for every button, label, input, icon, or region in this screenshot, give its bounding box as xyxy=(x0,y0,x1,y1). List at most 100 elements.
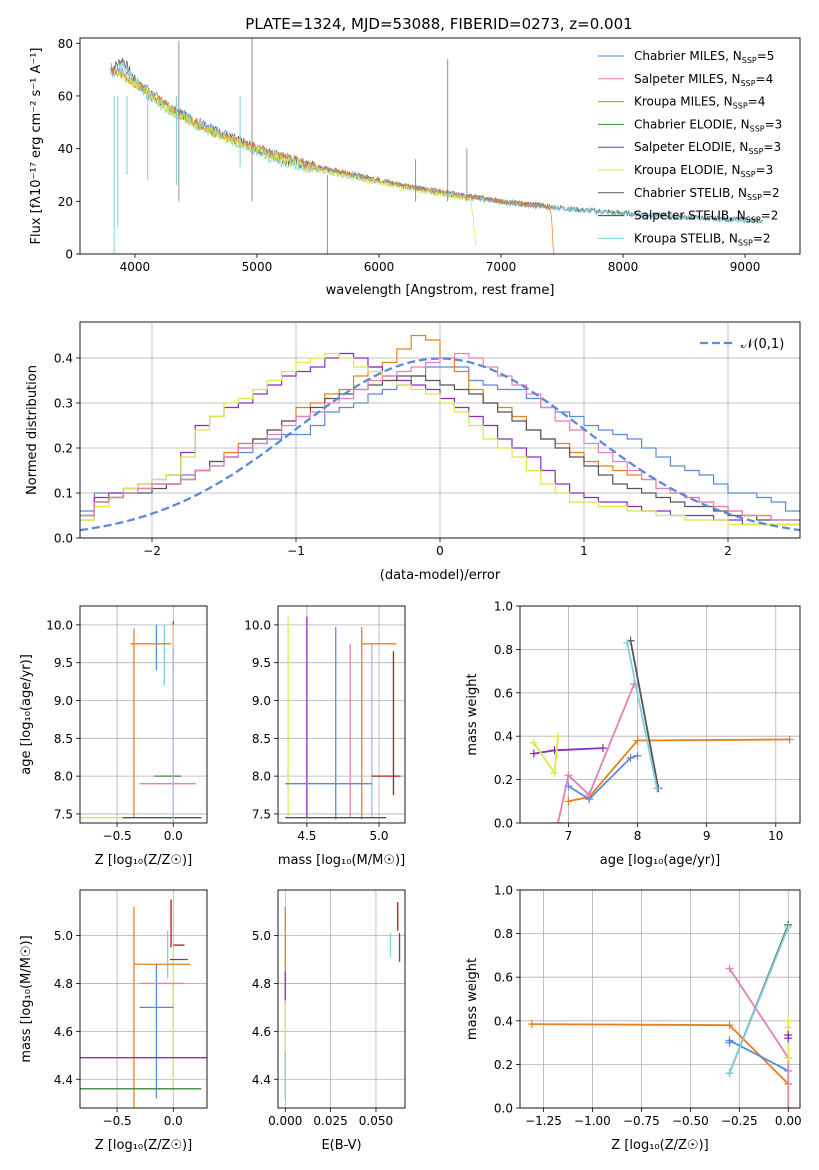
chart-mass-vs-ebv: 0.000 0.025 0.050 4.4 4.6 4.8 5.0 E(B-V) xyxy=(252,889,406,1153)
legend-label: Chabrier ELODIE, NSSP=3 xyxy=(634,117,782,133)
data-point-marker xyxy=(784,1023,793,1032)
x-tick-label: 1 xyxy=(580,544,588,558)
x-axis-label: wavelength [Angstrom, rest frame] xyxy=(326,283,555,298)
data-point-marker xyxy=(784,923,793,932)
data-point-marker xyxy=(564,797,573,806)
y-tick-label: 60 xyxy=(58,89,73,103)
legend-label: Kroupa ELODIE, NSSP=3 xyxy=(634,163,773,179)
x-tick-label: 5000 xyxy=(242,260,273,274)
data-point-marker xyxy=(550,769,559,778)
x-tick-label: −0.5 xyxy=(103,829,132,843)
y-tick-label: 0.2 xyxy=(494,773,513,787)
weight-series xyxy=(568,738,790,803)
y-tick-label: 4.4 xyxy=(252,1073,271,1087)
x-tick-label: 0.0 xyxy=(164,829,183,843)
x-axis-label: Z [log₁₀(Z/Z☉)] xyxy=(95,1138,192,1153)
legend-label: Kroupa STELIB, NSSP=2 xyxy=(634,231,771,247)
axes-frame xyxy=(519,889,801,1109)
x-axis-label: E(B-V) xyxy=(321,1138,361,1153)
data-point-marker xyxy=(725,1021,734,1030)
y-tick-label: 8.0 xyxy=(54,770,73,784)
data-point-marker xyxy=(623,638,632,647)
y-tick-label: 0.0 xyxy=(494,817,513,831)
x-tick-label: −0.75 xyxy=(623,1114,660,1128)
data-point-marker xyxy=(652,784,661,793)
x-tick-label: 0.0 xyxy=(164,1114,183,1128)
weight-series xyxy=(567,754,638,801)
y-tick-label: 4.6 xyxy=(252,1025,271,1039)
y-tick-label: 5.0 xyxy=(54,929,73,943)
legend-label: Salpeter MILES, NSSP=4 xyxy=(634,72,773,88)
y-tick-label: 0.6 xyxy=(494,971,513,985)
x-tick-label: 2 xyxy=(724,544,732,558)
data-point-marker xyxy=(784,1104,793,1108)
data-point-marker xyxy=(784,1034,793,1043)
y-tick-label: 0.3 xyxy=(54,397,73,411)
legend: Chabrier MILES, NSSP=5 Salpeter MILES, NS… xyxy=(598,49,782,247)
y-tick-label: 4.8 xyxy=(252,977,271,991)
y-tick-label: 0.8 xyxy=(494,643,513,657)
gaussian-curve xyxy=(80,357,800,532)
y-tick-label: 9.5 xyxy=(54,656,73,670)
y-axis-label: mass [log₁₀(M/M☉)] xyxy=(19,935,34,1062)
x-tick-label: 0.025 xyxy=(313,1114,347,1128)
y-tick-label: 1.0 xyxy=(494,884,513,898)
x-tick-label: 9 xyxy=(703,829,711,843)
y-tick-label: 8.5 xyxy=(252,732,271,746)
data-point-marker xyxy=(725,1036,734,1045)
data-point-marker xyxy=(785,735,794,744)
x-tick-label: −1.00 xyxy=(574,1114,611,1128)
x-tick-label: −0.50 xyxy=(672,1114,709,1128)
chart-age-vs-Z: −0.5 0.0 7.5 8.0 8.5 9.0 9.5 10.0 Z [log₁₀(Z/Z☉)… xyxy=(19,605,208,868)
x-tick-label: 0 xyxy=(436,544,444,558)
chart-mass-vs-Z: −0.5 0.0 4.4 4.6 4.8 5.0 Z [log₁₀(Z/Z☉)] mass [… xyxy=(19,889,208,1153)
x-tick-label: 8000 xyxy=(608,260,639,274)
x-tick-label: −0.25 xyxy=(721,1114,758,1128)
data-point-marker xyxy=(554,732,563,741)
figure-title: PLATE=1324, MJD=53088, FIBERID=0273, z=0… xyxy=(245,15,632,33)
chart-panels: 4000 5000 6000 7000 8000 9000020406080wavelen… xyxy=(19,37,802,1154)
y-tick-label: 0.0 xyxy=(494,1102,513,1116)
y-tick-label: 7.5 xyxy=(252,807,271,821)
y-tick-label: 0.4 xyxy=(54,352,73,366)
plot-area-mass-vs-ebv xyxy=(284,901,401,1099)
y-tick-label: 0.0 xyxy=(54,532,73,546)
y-axis-label: age [log₁₀(age/yr)] xyxy=(19,654,34,775)
x-axis-label: Z [log₁₀(Z/Z☉)] xyxy=(611,1138,708,1153)
x-tick-label: 0.00 xyxy=(775,1114,802,1128)
weight-series xyxy=(728,926,790,1074)
y-tick-label: 9.0 xyxy=(54,694,73,708)
axes-frame xyxy=(277,889,406,1109)
y-tick-label: 0.4 xyxy=(494,1014,513,1028)
chart-spectrum: 4000 5000 6000 7000 8000 9000 0 20 40 60 80 wavelen… xyxy=(29,37,801,298)
x-tick-label: 4.5 xyxy=(297,829,316,843)
data-point-marker xyxy=(585,790,594,799)
y-tick-label: 80 xyxy=(58,37,73,51)
x-tick-label: 8 xyxy=(634,829,642,843)
data-point-marker xyxy=(598,744,607,753)
legend-label: Chabrier MILES, NSSP=5 xyxy=(634,49,774,65)
data-point-marker xyxy=(529,749,538,758)
x-tick-label: 9000 xyxy=(730,260,761,274)
weight-series xyxy=(728,968,790,1108)
legend-label: 𝒩(0,1) xyxy=(741,337,784,352)
y-tick-label: 40 xyxy=(58,142,73,156)
weight-series xyxy=(557,683,635,823)
y-tick-label: 8.0 xyxy=(252,770,271,784)
y-tick-label: 4.6 xyxy=(54,1025,73,1039)
x-tick-label: 10 xyxy=(768,829,783,843)
y-tick-label: 7.5 xyxy=(54,807,73,821)
x-axis-label: mass [log₁₀(M/M☉)] xyxy=(278,853,405,868)
plot-area-residuals xyxy=(80,334,800,532)
data-point-marker xyxy=(633,751,642,760)
plot-area-weight-vs-Z xyxy=(527,920,793,1108)
data-point-marker xyxy=(725,964,734,973)
x-tick-label: −1.25 xyxy=(525,1114,562,1128)
chart-weight-vs-Z: −1.25 −1.00 −0.75 −0.50 −0.25 0.00 0.0 0.2 0.4 0.… xyxy=(465,884,802,1154)
weight-series xyxy=(629,640,660,789)
x-tick-label: 5.0 xyxy=(369,829,388,843)
plot-area-age-vs-Z xyxy=(80,621,202,823)
plot-area-mass-vs-Z xyxy=(80,899,207,1108)
y-tick-label: 4.8 xyxy=(54,977,73,991)
weight-series xyxy=(533,736,559,776)
